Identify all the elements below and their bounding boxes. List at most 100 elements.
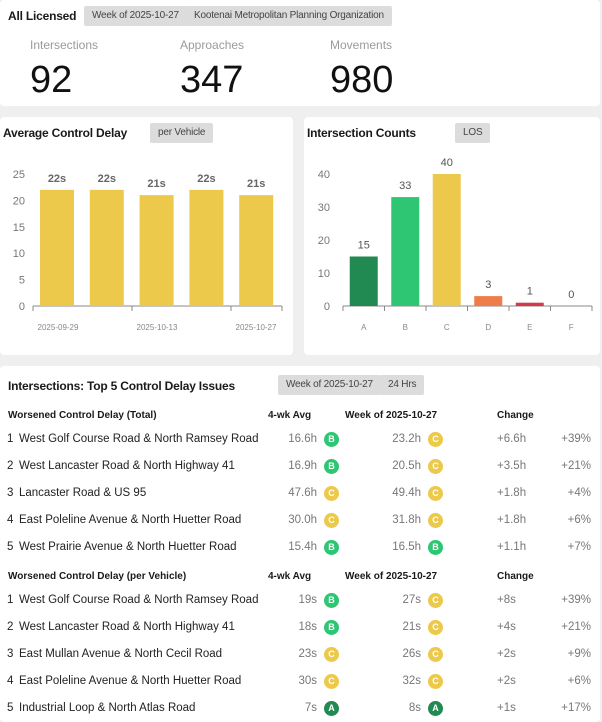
table-row[interactable]: 1 West Golf Course Road & North Ramsey Ro…: [0, 426, 600, 453]
bar-data-label: 1: [527, 286, 533, 298]
table-row[interactable]: 4 East Poleline Avenue & North Huetter Ro…: [0, 668, 600, 695]
intersection-name[interactable]: Lancaster Road & US 95: [19, 487, 147, 499]
x-tick-label: B: [403, 323, 408, 332]
issues-week-chip[interactable]: Week of 2025-10-27: [278, 375, 381, 395]
week-value: 21s: [402, 621, 421, 633]
los-badge: B: [324, 432, 339, 447]
bar[interactable]: [432, 174, 461, 306]
table-row[interactable]: 2 West Lancaster Road & North Highway 41 1…: [0, 453, 600, 480]
change-value: +2s: [497, 675, 516, 687]
y-tick-label: 10: [13, 248, 25, 260]
issues-title: Intersections: Top 5 Control Delay Issue…: [8, 379, 235, 393]
x-tick-label: C: [444, 323, 450, 332]
row-rank: 5: [7, 541, 14, 553]
table-row[interactable]: 1 West Golf Course Road & North Ramsey Ro…: [0, 587, 600, 614]
intersection-name[interactable]: Industrial Loop & North Atlas Road: [19, 702, 196, 714]
week-chip[interactable]: Week of 2025-10-27: [84, 6, 187, 26]
intersection-name[interactable]: East Poleline Avenue & North Huetter Roa…: [19, 675, 242, 687]
stat-value-intersections: 92: [30, 59, 73, 101]
issues-period-chip[interactable]: 24 Hrs: [380, 375, 425, 395]
stat-label-intersections: Intersections: [30, 38, 99, 52]
column-header-change[interactable]: Change: [497, 410, 534, 421]
organization-chip[interactable]: Kootenai Metropolitan Planning Organizat…: [186, 6, 392, 26]
column-header-4wk-avg[interactable]: 4-wk Avg: [268, 410, 312, 421]
bar[interactable]: [139, 195, 174, 306]
bar-data-label: 21s: [247, 178, 265, 190]
bar[interactable]: [40, 189, 74, 306]
change-value: +8s: [497, 594, 516, 606]
bar[interactable]: [474, 296, 503, 306]
stat-value-movements: 980: [330, 59, 394, 101]
change-value: +1.8h: [497, 487, 527, 499]
intersection-name[interactable]: West Golf Course Road & North Ramsey Roa…: [19, 594, 259, 606]
bar[interactable]: [515, 302, 544, 306]
intersection-name[interactable]: West Prairie Avenue & North Huetter Road: [19, 541, 237, 553]
y-tick-label: 0: [19, 301, 25, 313]
table-row[interactable]: 3 Lancaster Road & US 95 47.6h C 49.4h C +1.8h…: [0, 480, 600, 507]
change-percent: +39%: [561, 594, 591, 606]
los-badge: C: [324, 674, 339, 689]
week-value: 27s: [402, 594, 421, 606]
bar[interactable]: [89, 189, 124, 306]
bar[interactable]: [239, 195, 274, 306]
change-percent: +6%: [567, 514, 591, 526]
y-tick-label: 0: [324, 301, 330, 313]
y-tick-label: 20: [318, 235, 330, 247]
row-rank: 5: [7, 702, 14, 714]
x-tick-label: 2025-10-27: [236, 323, 277, 332]
section-heading: Worsened Control Delay (Total): [8, 410, 157, 421]
table-row[interactable]: 4 East Poleline Avenue & North Huetter Ro…: [0, 507, 600, 534]
table-row[interactable]: 2 West Lancaster Road & North Highway 41 1…: [0, 614, 600, 641]
bar-data-label: 15: [358, 240, 370, 252]
table-row[interactable]: 5 West Prairie Avenue & North Huetter Roa…: [0, 534, 600, 561]
y-tick-label: 30: [318, 202, 330, 214]
column-header-4wk-avg[interactable]: 4-wk Avg: [268, 571, 312, 582]
week-value: 8s: [408, 702, 421, 714]
los-badge: C: [428, 620, 443, 635]
change-value: +3.5h: [497, 460, 527, 472]
x-tick-label: F: [569, 323, 574, 332]
bar[interactable]: [349, 256, 378, 307]
four-week-avg: 16.9h: [288, 460, 317, 472]
change-value: +1s: [497, 702, 516, 714]
row-rank: 2: [7, 621, 14, 633]
week-value: 16.5h: [392, 541, 421, 553]
summary-card: All Licensed Week of 2025-10-27 Kootenai…: [0, 0, 600, 106]
column-header-change[interactable]: Change: [497, 571, 534, 582]
intersection-name[interactable]: West Lancaster Road & North Highway 41: [19, 621, 235, 633]
x-tick-label: D: [485, 323, 491, 332]
column-header-week[interactable]: Week of 2025-10-27: [345, 410, 438, 421]
four-week-avg: 7s: [304, 702, 317, 714]
bar-data-label: 22s: [48, 173, 66, 185]
four-week-avg: 16.6h: [288, 433, 317, 445]
los-badge: C: [428, 593, 443, 608]
row-rank: 1: [7, 433, 14, 445]
y-tick-label: 25: [13, 169, 25, 181]
intersection-name[interactable]: West Lancaster Road & North Highway 41: [19, 460, 235, 472]
week-value: 20.5h: [392, 460, 421, 472]
los-badge: C: [428, 486, 443, 501]
bar[interactable]: [189, 189, 224, 306]
intersection-name[interactable]: East Poleline Avenue & North Huetter Roa…: [19, 514, 242, 526]
row-rank: 2: [7, 460, 14, 472]
intersection-name[interactable]: East Mullan Avenue & North Cecil Road: [19, 648, 223, 660]
los-badge: B: [324, 459, 339, 474]
bar-data-label: 22s: [98, 173, 116, 185]
week-value: 23.2h: [392, 433, 421, 445]
x-tick-label: A: [361, 323, 367, 332]
table-row[interactable]: 5 Industrial Loop & North Atlas Road 7s A 8s…: [0, 695, 600, 722]
los-badge: C: [428, 647, 443, 662]
intersection-name[interactable]: West Golf Course Road & North Ramsey Roa…: [19, 433, 259, 445]
change-percent: +7%: [567, 541, 591, 553]
los-badge: B: [324, 620, 339, 635]
column-header-week[interactable]: Week of 2025-10-27: [345, 571, 438, 582]
row-rank: 3: [7, 487, 14, 499]
los-badge: C: [324, 513, 339, 528]
los-toggle[interactable]: LOS: [455, 123, 491, 143]
los-badge: A: [324, 701, 339, 716]
los-badge: C: [428, 513, 443, 528]
average-control-delay-card: Average Control Delay per Vehicle 0 5 10 15…: [0, 117, 293, 355]
bar[interactable]: [391, 197, 420, 306]
table-row[interactable]: 3 East Mullan Avenue & North Cecil Road 23…: [0, 641, 600, 668]
per-vehicle-toggle[interactable]: per Vehicle: [150, 123, 214, 143]
